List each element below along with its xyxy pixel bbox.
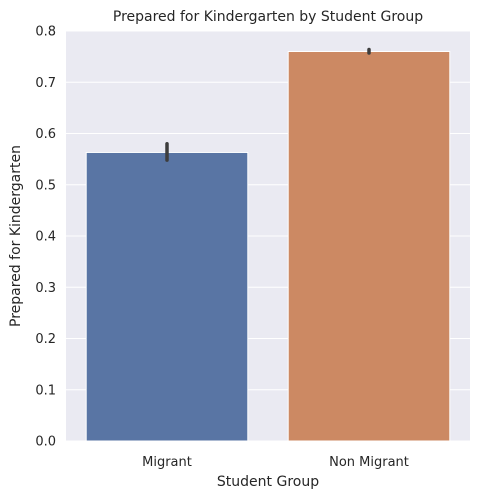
error-bars <box>165 47 371 162</box>
bar-non-migrant <box>287 51 451 442</box>
y-tick-label: 0.4 <box>35 230 56 245</box>
bar-migrant <box>85 151 249 442</box>
y-tick-label: 0.0 <box>35 435 56 450</box>
y-tick-label: 0.3 <box>35 281 56 296</box>
x-tick-label: Non Migrant <box>329 455 409 470</box>
y-tick-label: 0.2 <box>35 332 56 347</box>
y-tick-label: 0.5 <box>35 178 56 193</box>
y-axis-label: Prepared for Kindergarten <box>8 145 24 327</box>
y-tick-label: 0.8 <box>35 25 56 40</box>
y-tick-label: 0.6 <box>35 127 56 142</box>
x-tick-labels: Migrant Non Migrant <box>142 455 409 470</box>
bars <box>85 51 451 442</box>
x-tick-label: Migrant <box>142 455 192 470</box>
chart-title: Prepared for Kindergarten by Student Gro… <box>113 9 423 25</box>
y-tick-label: 0.7 <box>35 76 56 91</box>
x-axis-label: Student Group <box>217 474 319 490</box>
y-tick-label: 0.1 <box>35 383 56 398</box>
y-tick-labels: 0.0 0.1 0.2 0.3 0.4 0.5 0.6 0.7 0.8 <box>35 25 56 450</box>
